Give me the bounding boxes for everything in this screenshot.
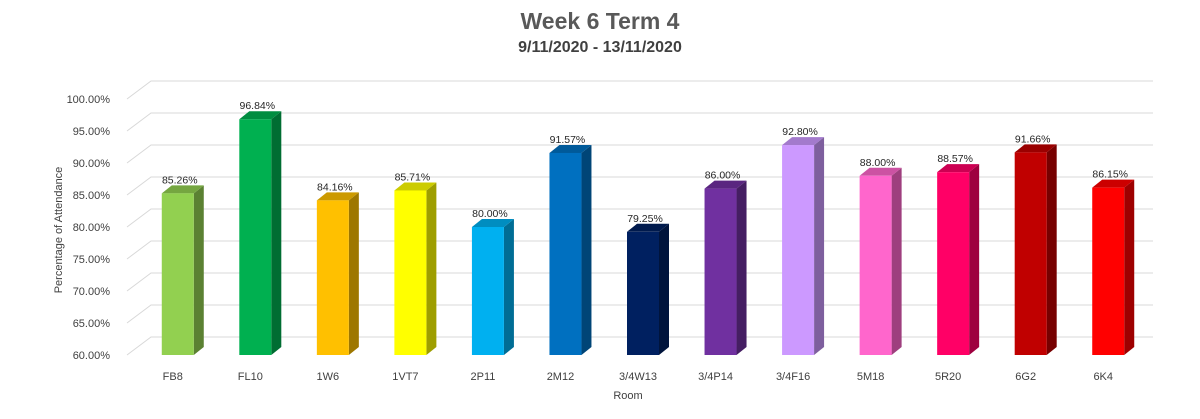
y-tick-label: 75.00%: [73, 254, 111, 266]
data-label: 92.80%: [782, 126, 818, 138]
bar-3-4f16: [782, 137, 825, 355]
data-label: 88.00%: [860, 157, 896, 169]
data-label: 85.26%: [162, 174, 198, 186]
x-tick-label: FB8: [163, 371, 183, 383]
bar-fb8: [161, 185, 204, 355]
data-label: 86.00%: [705, 170, 741, 182]
x-tick-label: FL10: [238, 371, 263, 383]
data-label: 91.66%: [1015, 133, 1051, 145]
y-tick-label: 60.00%: [73, 350, 111, 362]
bar-5r20: [937, 164, 980, 355]
y-tick-label: 100.00%: [67, 94, 111, 106]
y-tick-label: 85.00%: [73, 190, 111, 202]
y-tick-label: 65.00%: [73, 318, 111, 330]
y-tick-label: 70.00%: [73, 286, 111, 298]
y-axis-title: Percentage of Attendance: [53, 167, 65, 294]
data-label: 84.16%: [317, 181, 353, 193]
bar-2p11: [471, 219, 514, 355]
x-tick-label: 3/4W13: [619, 371, 657, 383]
x-axis-ticks: FB8 FL10 1W6 1VT7 2P11 2M12 3/4W13 3/4P14 3/4F16…: [163, 371, 1113, 383]
bar-6k4: [1092, 179, 1135, 355]
x-tick-label: 2P11: [470, 371, 495, 383]
bars: [161, 111, 1135, 355]
data-label: 88.57%: [937, 153, 973, 165]
y-tick-label: 90.00%: [73, 158, 111, 170]
x-tick-label: 1W6: [317, 371, 340, 383]
bar-6g2: [1014, 144, 1057, 355]
y-tick-label: 95.00%: [73, 126, 111, 138]
data-label: 96.84%: [239, 100, 275, 112]
x-axis-title: Room: [613, 390, 642, 402]
bar-1vt7: [394, 182, 437, 355]
bar-2m12: [549, 144, 592, 355]
x-tick-label: 5M18: [857, 371, 885, 383]
data-label: 91.57%: [550, 134, 586, 146]
data-label: 85.71%: [395, 171, 431, 183]
data-label: 79.25%: [627, 213, 663, 225]
x-tick-label: 3/4F16: [776, 371, 810, 383]
y-axis-ticks: 60.00% 65.00% 70.00% 75.00% 80.00% 85.00% 90.0…: [67, 94, 111, 362]
x-tick-label: 2M12: [547, 371, 575, 383]
chart-subtitle: 9/11/2020 - 13/11/2020: [518, 39, 682, 56]
x-tick-label: 5R20: [935, 371, 961, 383]
x-tick-label: 3/4P14: [698, 371, 733, 383]
x-tick-label: 6K4: [1093, 371, 1113, 383]
gridline: [126, 80, 1153, 100]
bar-5m18: [859, 167, 902, 355]
bar-1w6: [316, 192, 359, 355]
data-labels: 85.26% 96.84% 84.16% 85.71% 80.00% 91.57% 79.2…: [162, 100, 1128, 225]
chart-title: Week 6 Term 4: [520, 8, 680, 34]
x-tick-label: 1VT7: [392, 371, 418, 383]
bar-fl10: [239, 111, 282, 355]
data-label: 86.15%: [1092, 169, 1128, 181]
bar-3-4p14: [704, 180, 747, 355]
bar-3-4w13: [627, 223, 669, 355]
data-label: 80.00%: [472, 208, 508, 220]
gridline: [126, 112, 1153, 132]
x-tick-label: 6G2: [1015, 371, 1036, 383]
y-tick-label: 80.00%: [73, 222, 111, 234]
